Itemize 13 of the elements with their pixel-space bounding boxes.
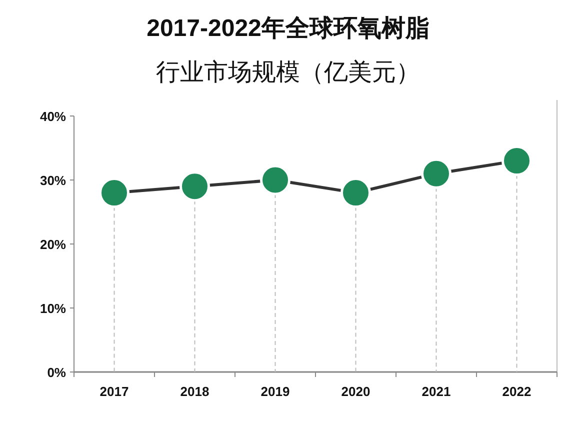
- x-tick-label: 2021: [422, 384, 451, 399]
- x-tick-label: 2022: [502, 384, 532, 399]
- chart-subtitle: 行业市场规模（亿美元）: [156, 59, 420, 86]
- y-tick-label: 40%: [40, 109, 66, 124]
- x-tick-label: 2020: [341, 384, 370, 399]
- x-tick-label: 2018: [180, 384, 210, 399]
- x-tick-label: 2019: [260, 384, 290, 399]
- y-tick-label: 0%: [47, 365, 66, 380]
- chart-title: 2017-2022年全球环氧树脂: [146, 15, 430, 42]
- x-tick-label: 2017: [100, 384, 129, 399]
- y-tick-label: 10%: [40, 301, 66, 316]
- y-tick-label: 30%: [40, 173, 66, 188]
- y-tick-label: 20%: [40, 237, 66, 252]
